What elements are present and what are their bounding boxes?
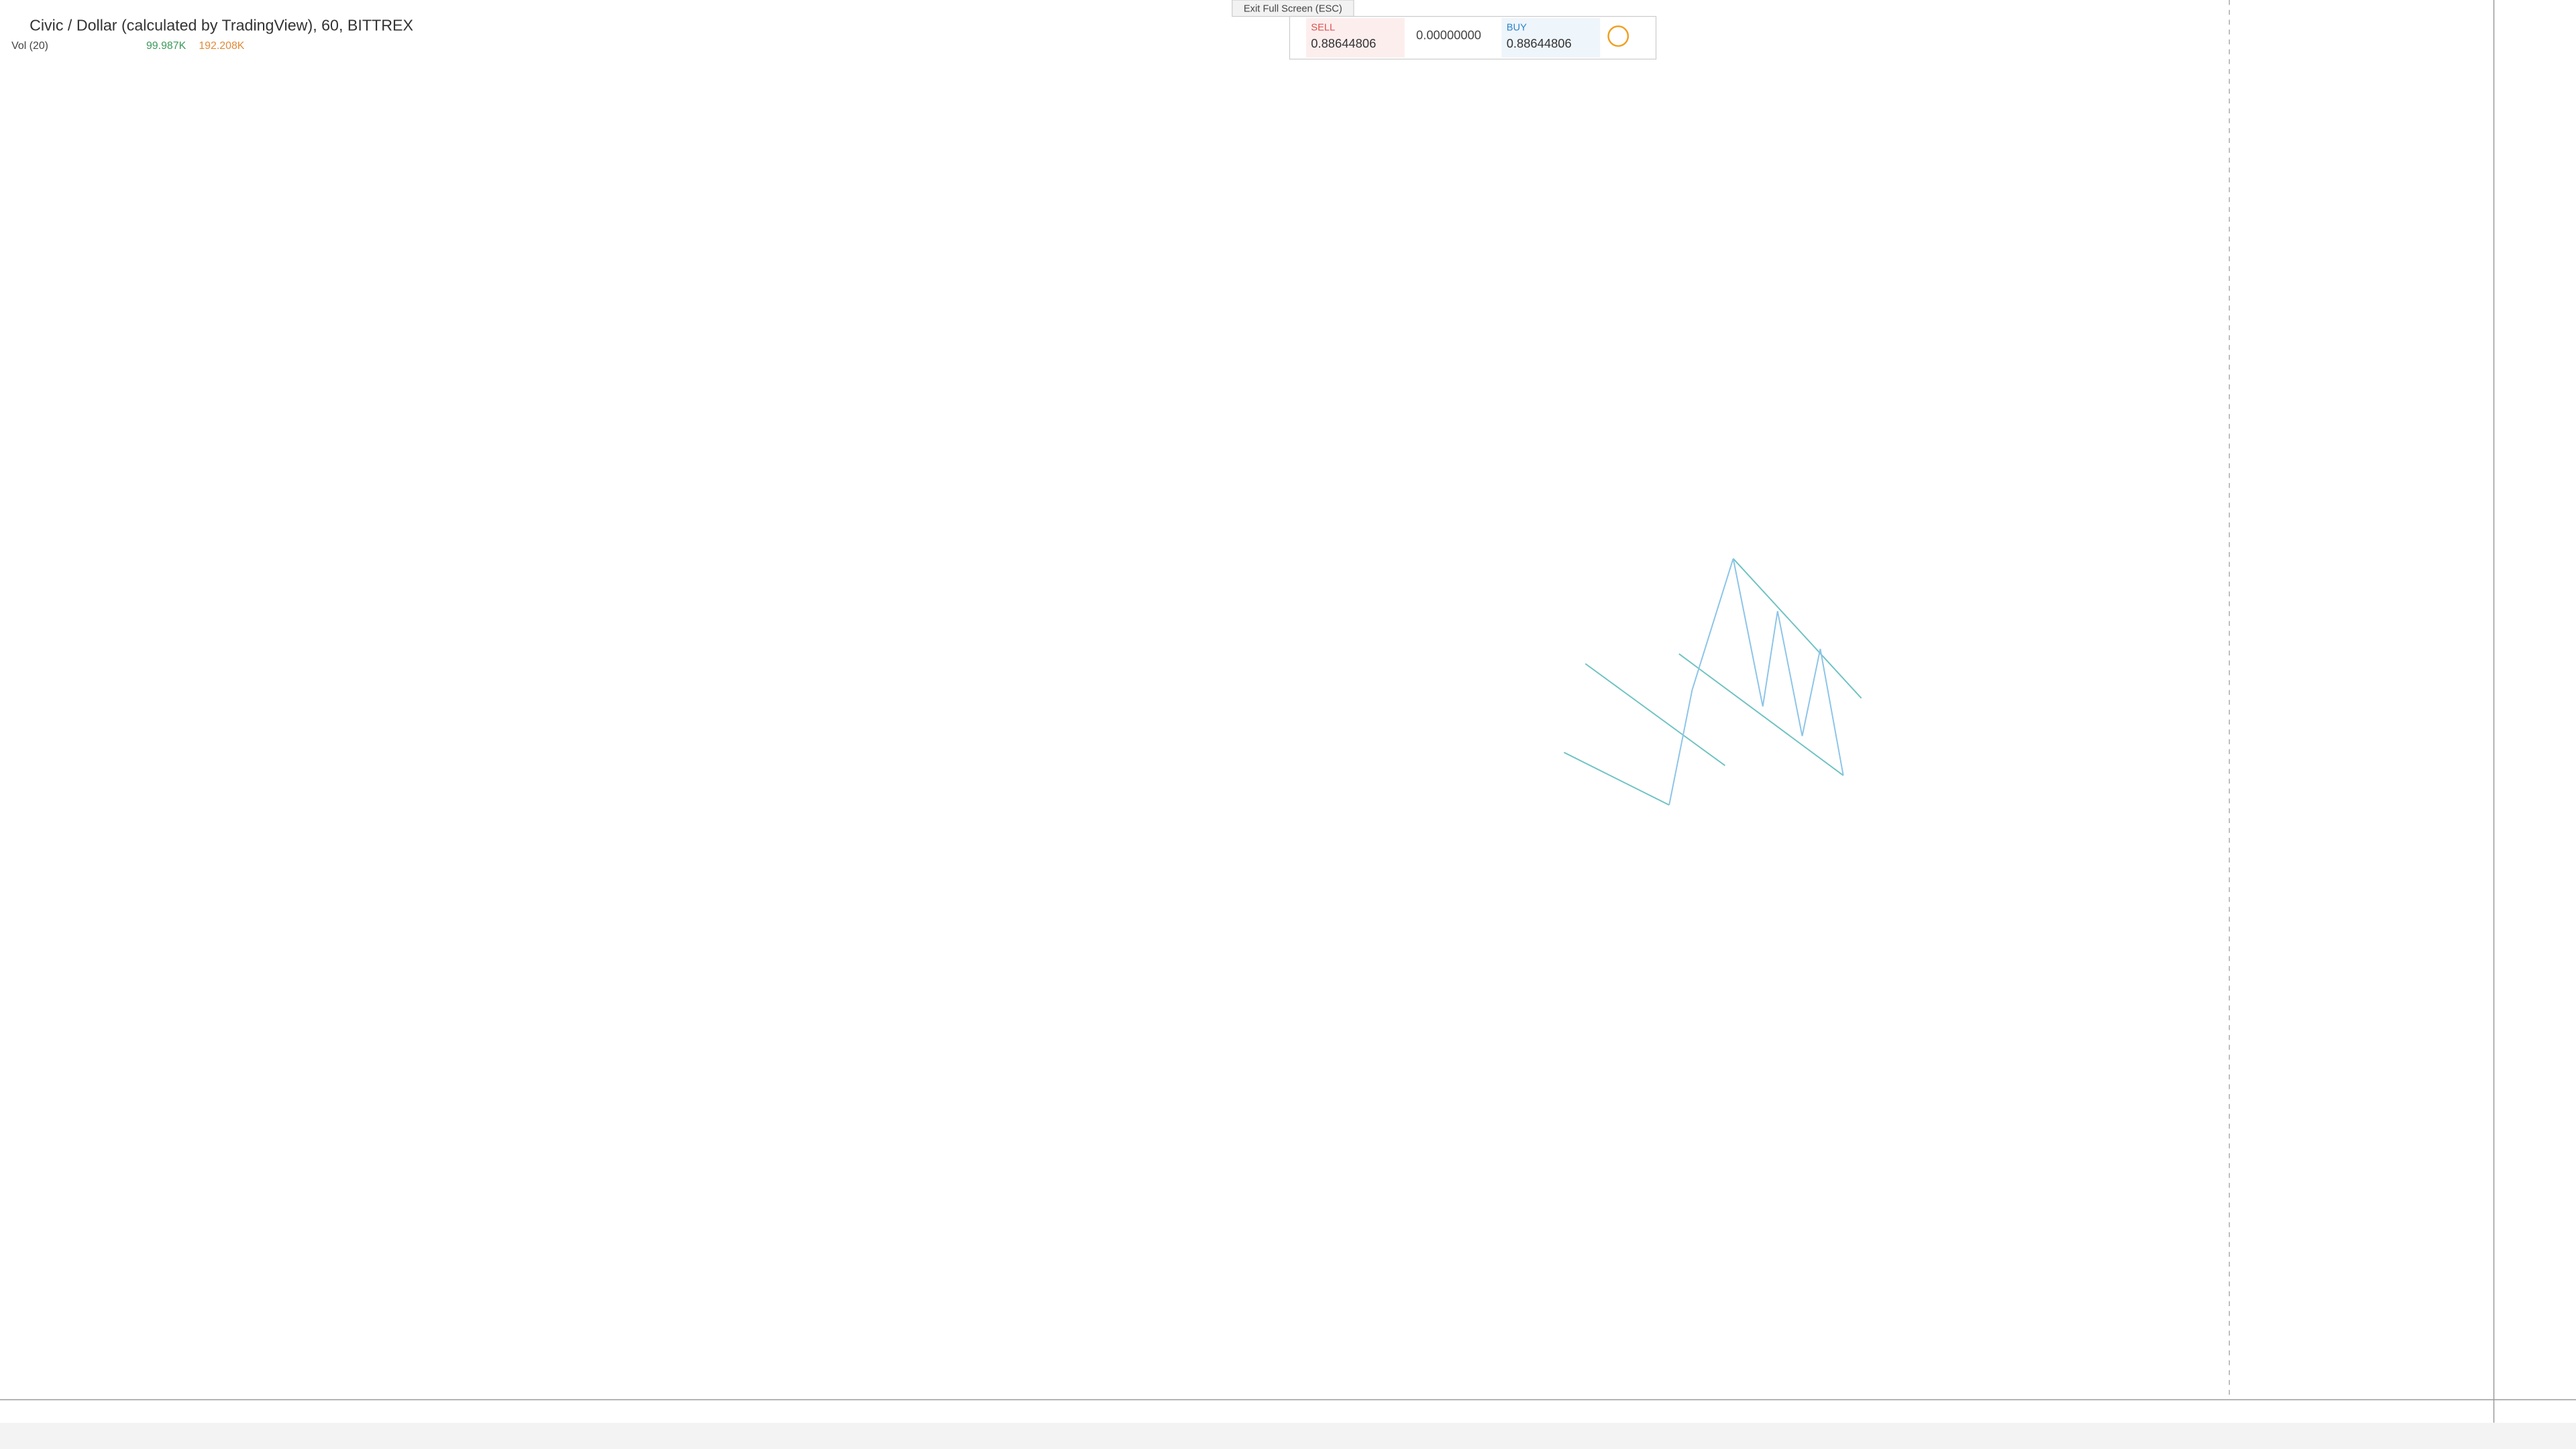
trend-line: [1563, 751, 1670, 806]
sell-price[interactable]: 0.88644806: [1311, 36, 1376, 50]
trend-line: [1678, 653, 1844, 776]
volume-value: 99.987K: [146, 40, 186, 52]
drawings: [1563, 557, 1862, 806]
buy-price[interactable]: 0.88644806: [1507, 36, 1572, 50]
sell-label[interactable]: SELL: [1311, 23, 1335, 34]
trend-line: [1732, 557, 1862, 699]
toolbar: [0, 1422, 2576, 1449]
trend-line: [1585, 663, 1726, 767]
exit-label[interactable]: Exit Full Screen (ESC): [1244, 3, 1342, 14]
volume-label: Vol (20): [11, 40, 48, 52]
spread: 0.00000000: [1416, 28, 1481, 42]
exit-button[interactable]: [1232, 0, 1354, 17]
sell-button[interactable]: [1305, 17, 1405, 58]
wave-line: [1668, 558, 1844, 806]
info-icon[interactable]: [1607, 25, 1629, 47]
volume-value: 192.208K: [199, 40, 244, 52]
price-axis: [2493, 0, 2576, 1400]
symbol-title: Civic / Dollar (calculated by TradingVie…: [30, 16, 413, 34]
buy-label[interactable]: BUY: [1507, 23, 1527, 34]
buy-button[interactable]: [1501, 17, 1601, 58]
